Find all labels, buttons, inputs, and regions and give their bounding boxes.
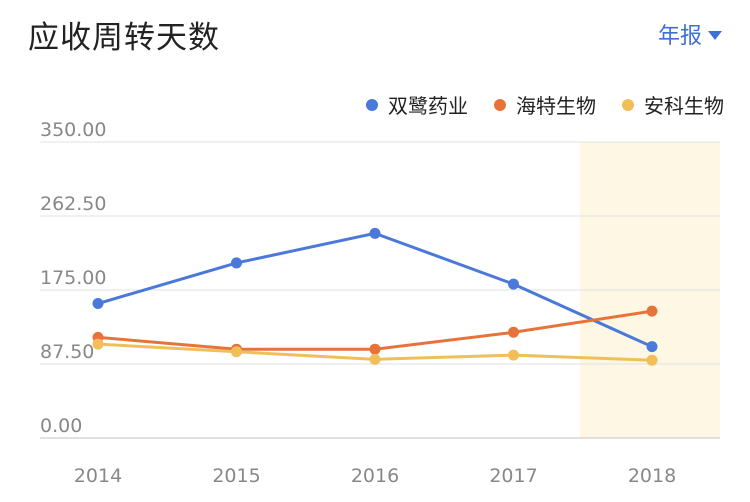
y-tick-label: 262.50	[40, 193, 106, 215]
x-tick-label: 2016	[351, 465, 399, 487]
legend-label-1: 海特生物	[516, 94, 596, 118]
data-point-2	[646, 354, 658, 366]
legend-item-0[interactable]: 双鹭药业	[366, 90, 468, 119]
data-point-2	[369, 353, 381, 365]
y-tick-label: 0.00	[40, 415, 82, 437]
data-point-0	[646, 341, 658, 353]
data-point-1	[508, 326, 519, 338]
legend-label-2: 安科生物	[644, 94, 724, 118]
data-point-0	[369, 227, 381, 239]
y-tick-label: 350.00	[40, 119, 106, 141]
y-tick-label: 87.50	[40, 341, 94, 363]
period-selector[interactable]: 年报	[658, 18, 722, 50]
caret-down-icon	[708, 30, 722, 40]
legend-dot-2	[622, 98, 634, 111]
x-tick-label: 2014	[74, 465, 122, 487]
data-point-0	[92, 298, 104, 310]
period-label: 年报	[657, 24, 702, 49]
legend-label-0: 双鹭药业	[388, 94, 468, 118]
x-tick-label: 2015	[212, 465, 260, 487]
x-tick-label: 2017	[489, 465, 537, 487]
data-point-1	[646, 305, 658, 317]
data-point-1	[369, 343, 381, 355]
data-point-2	[508, 349, 519, 361]
y-tick-label: 175.00	[40, 267, 106, 289]
chart-title: 应收周转天数	[28, 20, 220, 56]
series-line-1	[96, 309, 654, 351]
data-point-2	[231, 346, 242, 358]
legend-item-1[interactable]: 海特生物	[494, 90, 596, 119]
legend-dot-1	[494, 98, 506, 111]
data-point-0	[231, 257, 242, 269]
legend: 双鹭药业 海特生物 安科生物	[366, 90, 724, 119]
x-tick-label: 2018	[628, 465, 676, 487]
data-point-2	[92, 338, 104, 350]
data-point-0	[508, 278, 519, 290]
legend-dot-0	[366, 98, 378, 111]
legend-item-2[interactable]: 安科生物	[622, 90, 724, 119]
